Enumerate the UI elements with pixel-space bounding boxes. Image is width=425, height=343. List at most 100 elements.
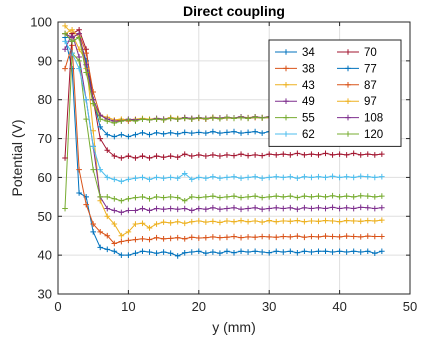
data-point <box>97 229 104 235</box>
data-point <box>146 249 153 255</box>
data-point <box>167 115 174 122</box>
data-point <box>259 206 265 213</box>
data-point <box>350 233 357 240</box>
data-point <box>329 218 336 224</box>
data-point <box>203 234 209 241</box>
data-point <box>146 117 153 123</box>
data-point <box>301 173 308 180</box>
data-point <box>238 151 244 157</box>
data-point <box>167 250 174 256</box>
data-point <box>111 153 118 159</box>
series-43 <box>62 23 385 239</box>
data-point <box>97 124 104 130</box>
data-point <box>210 249 216 255</box>
data-point <box>188 116 195 122</box>
data-point <box>132 207 139 214</box>
legend-label: 87 <box>364 80 377 92</box>
data-point <box>336 151 343 157</box>
data-point <box>90 166 96 173</box>
x-tick-label: 20 <box>192 299 206 314</box>
data-point <box>322 150 329 157</box>
y-tick-label: 50 <box>38 209 52 224</box>
data-point <box>132 250 139 256</box>
data-point <box>153 250 160 256</box>
data-point <box>231 204 237 211</box>
series-line <box>64 45 382 245</box>
legend-box <box>268 39 402 147</box>
data-point <box>90 229 96 235</box>
data-point <box>83 201 89 208</box>
data-point <box>329 173 336 180</box>
data-point <box>364 217 371 224</box>
data-point <box>245 205 251 212</box>
data-point <box>146 131 153 138</box>
data-point <box>132 236 139 243</box>
legend-marker <box>345 65 351 72</box>
data-point <box>308 151 315 157</box>
data-point <box>167 194 174 200</box>
legend-entry-49: 49 <box>275 96 315 108</box>
data-point <box>287 234 294 240</box>
data-point <box>238 217 244 224</box>
data-point <box>245 152 251 159</box>
data-point <box>357 204 364 211</box>
data-point <box>174 131 181 137</box>
data-point <box>350 218 357 224</box>
data-point <box>210 234 216 240</box>
chart-title: Direct coupling <box>183 3 285 19</box>
data-point <box>266 194 272 200</box>
legend-marker <box>283 98 289 104</box>
data-point <box>238 175 244 182</box>
data-point <box>160 206 167 213</box>
y-tick-label: 60 <box>38 170 52 185</box>
data-point <box>139 129 146 136</box>
data-point <box>308 233 315 240</box>
data-point <box>238 206 244 213</box>
data-point <box>294 175 301 182</box>
data-point <box>104 118 111 124</box>
data-point <box>252 218 258 224</box>
legend-label: 97 <box>364 96 377 108</box>
data-point <box>188 176 195 183</box>
legend-entry-55: 55 <box>275 113 315 125</box>
legend-marker <box>345 131 351 137</box>
series-line <box>64 29 382 159</box>
data-point <box>294 206 301 213</box>
data-point <box>336 194 343 200</box>
legend-marker <box>283 131 289 137</box>
data-point <box>294 150 301 157</box>
data-point <box>315 248 322 255</box>
data-point <box>125 207 132 214</box>
data-point <box>132 175 139 182</box>
data-point <box>273 173 280 180</box>
data-point <box>97 135 104 142</box>
data-point <box>259 152 265 159</box>
data-point <box>259 249 265 255</box>
data-point <box>104 147 111 154</box>
data-point <box>322 174 329 181</box>
series-34 <box>62 34 385 259</box>
series-55 <box>62 50 385 212</box>
data-point <box>203 250 209 256</box>
data-point <box>245 234 251 240</box>
data-point <box>217 219 223 226</box>
x-tick-label: 10 <box>121 299 135 314</box>
data-point <box>322 205 329 212</box>
data-point <box>174 194 181 201</box>
data-point <box>280 249 287 255</box>
data-point <box>294 250 301 256</box>
data-point <box>111 176 118 183</box>
data-point <box>132 131 139 138</box>
data-point <box>118 178 125 185</box>
legend-label: 38 <box>302 63 315 75</box>
data-point <box>188 234 195 241</box>
data-point <box>104 174 111 181</box>
data-point <box>343 233 350 239</box>
legend-label: 34 <box>302 47 315 59</box>
data-point <box>146 207 153 214</box>
data-point <box>336 248 343 255</box>
data-point <box>343 152 350 158</box>
data-point <box>301 248 308 255</box>
data-point <box>217 115 223 122</box>
data-point <box>294 233 301 239</box>
